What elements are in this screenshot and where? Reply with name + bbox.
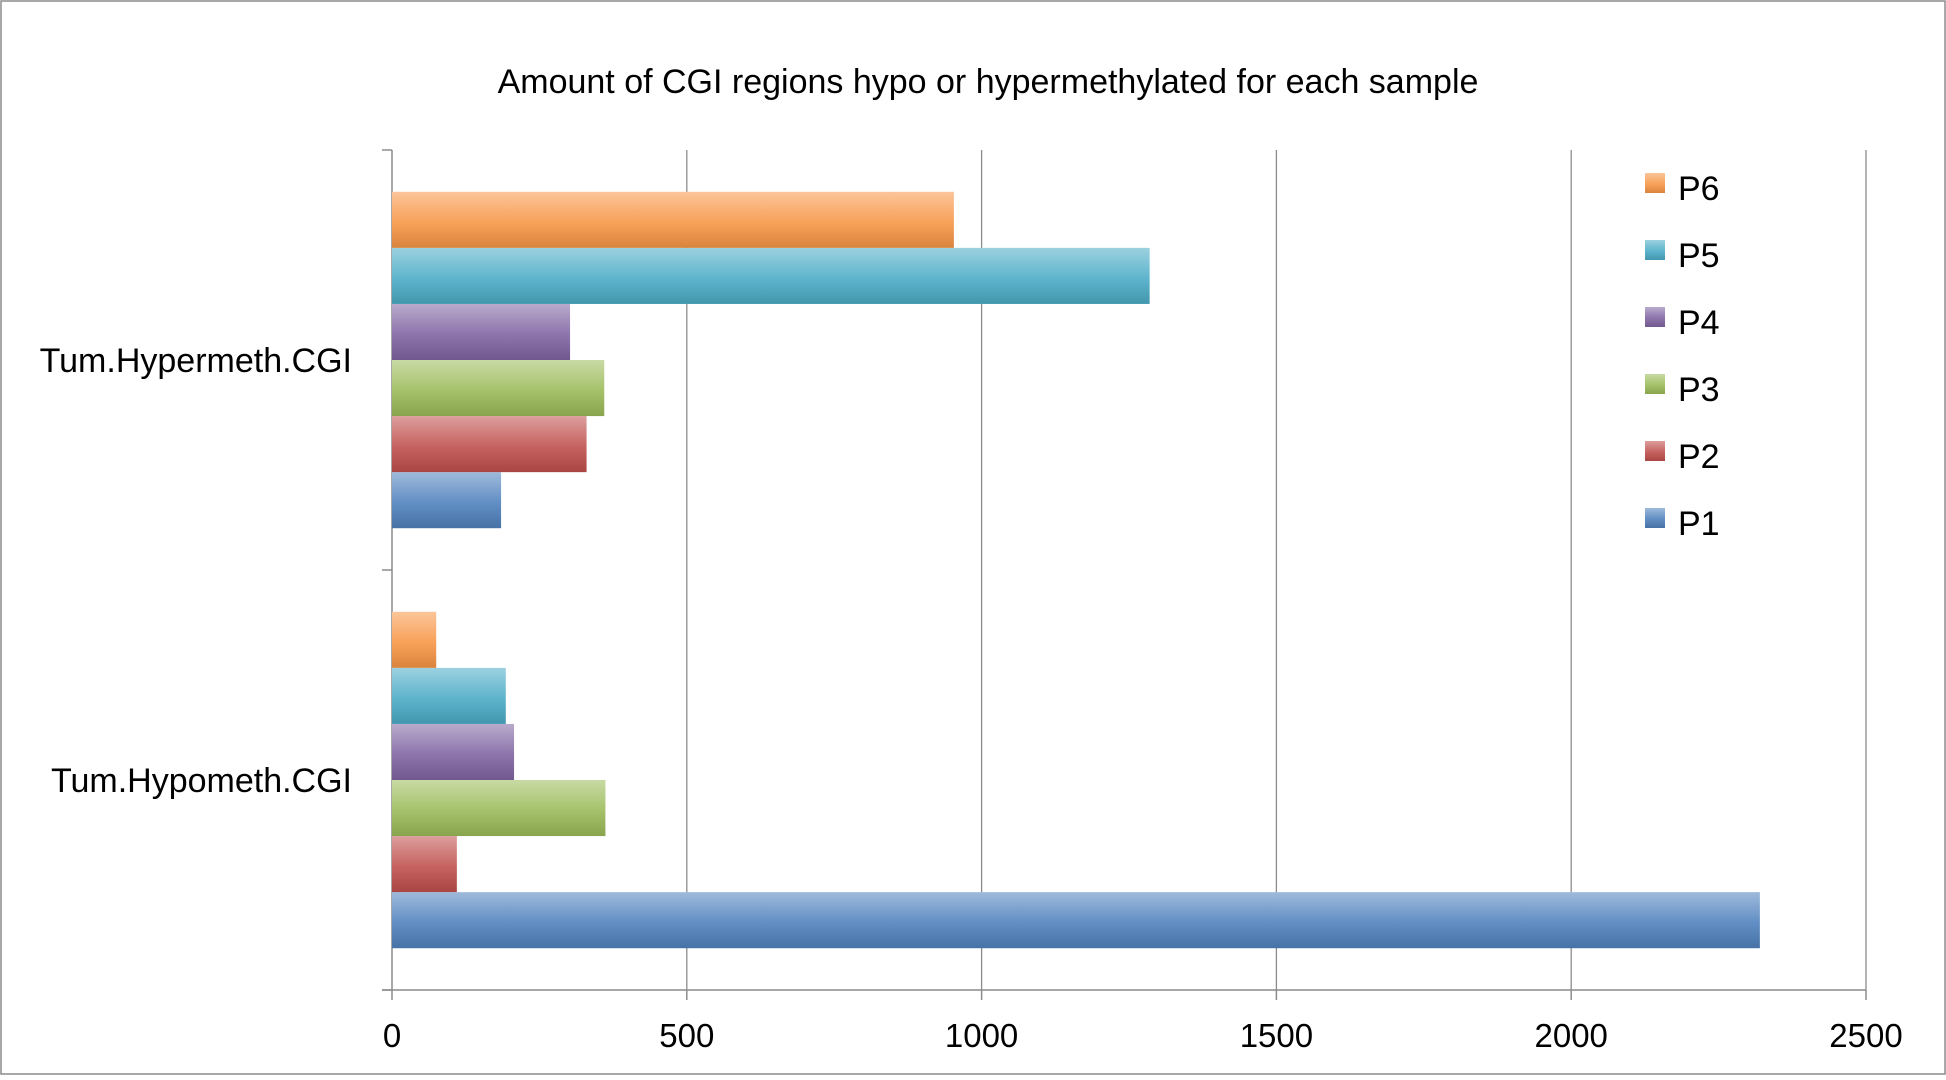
x-tick-label: 2500 xyxy=(1829,1017,1902,1054)
legend-label: P1 xyxy=(1678,505,1720,543)
legend-label: P2 xyxy=(1678,438,1720,476)
x-tick-label: 1500 xyxy=(1240,1017,1313,1054)
legend-label: P5 xyxy=(1678,237,1720,275)
bar-p2 xyxy=(392,836,457,893)
x-tick-labels: 0 500 1000 1500 2000 2500 xyxy=(383,1017,1903,1054)
bars xyxy=(392,191,1760,949)
bar-p4 xyxy=(392,303,571,360)
bar-p4 xyxy=(392,723,515,780)
x-tick-label: 1000 xyxy=(945,1017,1018,1054)
bar-p3 xyxy=(392,780,606,837)
legend-swatch xyxy=(1645,307,1665,327)
bar-p5 xyxy=(392,247,1150,304)
x-tick-label: 0 xyxy=(383,1017,401,1054)
bar-p1 xyxy=(392,892,1760,949)
category-label: Tum.Hypometh.CGI xyxy=(51,762,352,800)
legend: P6 P5 P4 P3 P2 P1 xyxy=(1645,170,1720,543)
bar-p6 xyxy=(392,191,954,248)
legend-swatch xyxy=(1645,374,1665,394)
legend-swatch xyxy=(1645,441,1665,461)
legend-label: P3 xyxy=(1678,371,1720,409)
legend-swatch xyxy=(1645,240,1665,260)
category-labels: Tum.Hypometh.CGI Tum.Hypermeth.CGI xyxy=(40,342,352,800)
bar-p6 xyxy=(392,611,437,668)
bar-p3 xyxy=(392,360,605,417)
bar-p1 xyxy=(392,472,502,529)
legend-label: P4 xyxy=(1678,304,1720,342)
chart-title: Amount of CGI regions hypo or hypermethy… xyxy=(498,63,1479,101)
legend-label: P6 xyxy=(1678,170,1720,208)
bar-p5 xyxy=(392,667,506,724)
legend-swatch xyxy=(1645,173,1665,193)
x-tick-label: 500 xyxy=(659,1017,714,1054)
category-label: Tum.Hypermeth.CGI xyxy=(40,342,352,380)
legend-swatch xyxy=(1645,508,1665,528)
x-tick-label: 2000 xyxy=(1534,1017,1607,1054)
bar-p2 xyxy=(392,416,587,473)
